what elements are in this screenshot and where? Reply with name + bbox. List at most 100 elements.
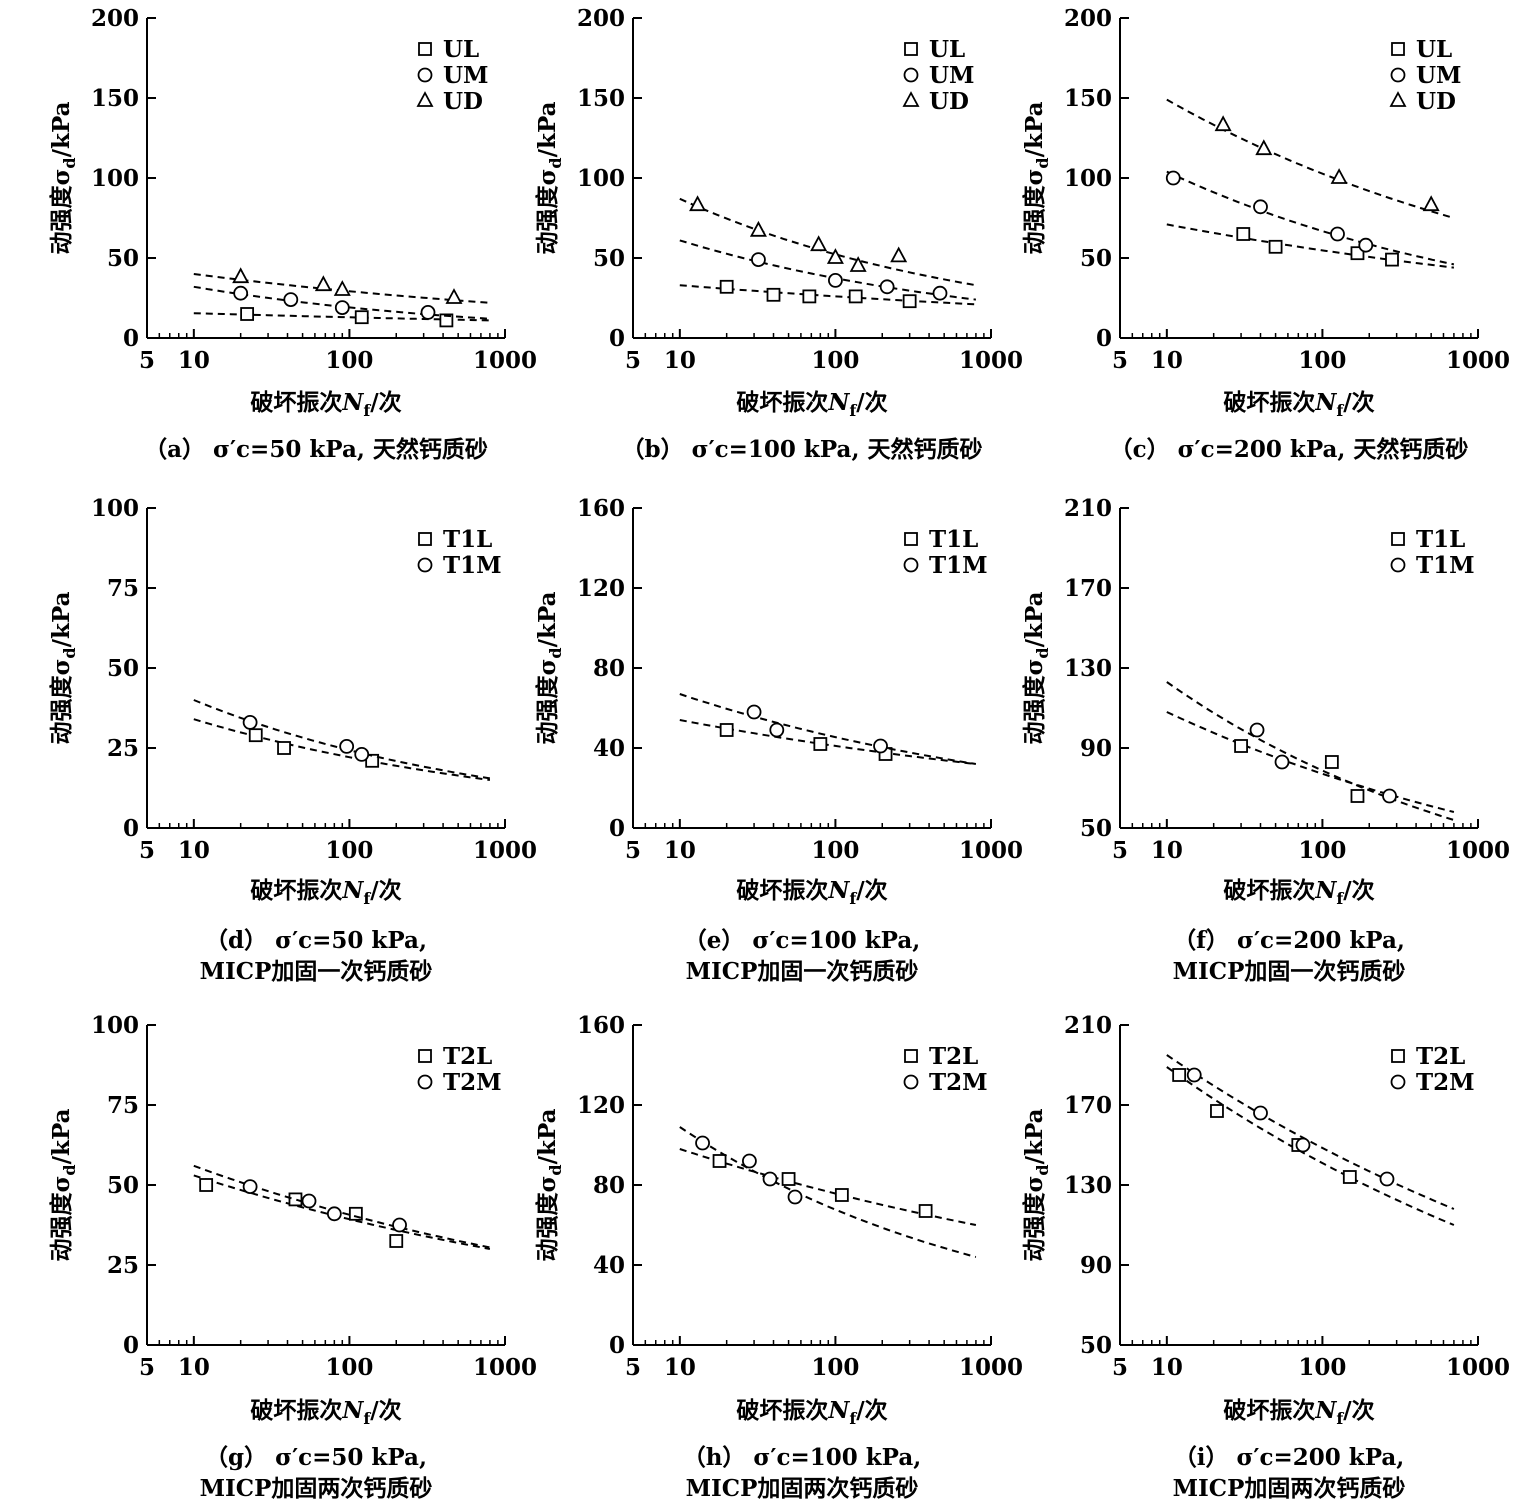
legend-label-T2M: T2M: [443, 1069, 502, 1096]
x-tick-label: 10: [664, 837, 696, 864]
x-axis-label-sub: f: [1336, 1409, 1344, 1428]
data-point-UL: [240, 307, 255, 321]
x-tick-label: 5: [1112, 1354, 1128, 1381]
x-axis-label: 破坏振次Nf/次: [250, 389, 401, 420]
data-point-T2L: [389, 1234, 404, 1248]
y-tick-label: 0: [1096, 325, 1112, 352]
fit-curve-T2M: [193, 1164, 491, 1249]
data-point-UD: [314, 275, 332, 292]
data-point-T2M: [1295, 1137, 1311, 1153]
legend-marker-UD: [1389, 91, 1407, 107]
x-axis-label-var: N: [341, 1397, 364, 1424]
legend-label-T1L: T1L: [929, 526, 978, 553]
legend-label-T1M: T1M: [929, 552, 988, 579]
x-tick-label: 100: [325, 1354, 373, 1381]
chart-panel-c: 0 50 100 150 200 5 10 100 1000 破坏振次Nf/次 动强度σd/kPa U…: [1021, 5, 1510, 463]
legend-marker-T1L: [904, 532, 918, 546]
y-axis-label-text: 动强度σ: [48, 1176, 75, 1262]
data-point-UD: [445, 288, 463, 304]
data-point-UL: [354, 310, 369, 325]
data-point-UD: [1422, 195, 1440, 212]
y-tick-label: 0: [609, 815, 625, 842]
panel-caption-e: MICP加固一次钙质砂: [686, 958, 919, 985]
legend-label-UL: UL: [929, 36, 965, 63]
panel-caption-d: MICP加固一次钙质砂: [200, 958, 433, 985]
x-axis-label: 破坏振次Nf/次: [250, 1397, 401, 1428]
fit-curve-T1L: [193, 718, 491, 781]
y-axis-label-sub: d: [60, 1164, 79, 1175]
x-tick-label: 100: [1298, 1354, 1346, 1381]
legend-marker-T2M: [903, 1074, 919, 1090]
y-axis-label: 动强度σd/kPa: [1021, 591, 1052, 744]
legend-marker-T2M: [1390, 1074, 1406, 1090]
x-tick-label: 10: [664, 347, 696, 374]
y-tick-label: 50: [1080, 1332, 1112, 1359]
data-point-UM: [828, 272, 843, 288]
series-UL: [679, 42, 976, 309]
legend-marker-T1L: [1391, 532, 1405, 546]
y-axis-label-unit: /kPa: [48, 1108, 75, 1164]
data-point-T1L: [813, 737, 828, 751]
y-axis-label-text: 动强度σ: [1021, 169, 1048, 255]
x-axis-label-text: 破坏振次: [250, 389, 342, 416]
y-tick-label: 80: [593, 1172, 625, 1199]
y-tick-label: 150: [1064, 85, 1112, 112]
data-point-T2M: [742, 1153, 757, 1169]
y-tick-label: 130: [1064, 655, 1112, 682]
x-axis-label-sub: f: [849, 401, 857, 420]
legend-label-UL: UL: [443, 36, 479, 63]
x-axis-label-text: 破坏振次: [736, 1397, 828, 1424]
fit-curve-T2L: [1166, 1066, 1455, 1226]
data-point-T1L: [1324, 755, 1339, 769]
x-axis-label-text: 破坏振次: [736, 877, 828, 904]
data-point-T1M: [339, 739, 355, 754]
series-T2L: [193, 1049, 491, 1250]
data-point-T1L: [1350, 789, 1365, 803]
x-tick-label: 1000: [473, 1354, 537, 1381]
data-point-UL: [1385, 252, 1399, 267]
data-point-UL: [1268, 239, 1283, 254]
y-tick-label: 160: [577, 495, 625, 522]
legend-marker-UL: [1391, 42, 1405, 56]
data-point-UL: [766, 287, 781, 302]
data-point-UD: [810, 235, 828, 252]
data-point-T2L: [199, 1178, 214, 1192]
series-UD: [679, 91, 977, 287]
series-T2M: [193, 1074, 491, 1249]
x-axis-label-text: 破坏振次: [1223, 877, 1315, 904]
x-axis-label-sub: f: [363, 889, 371, 908]
legend-marker-UM: [903, 67, 919, 83]
x-tick-label: 10: [1151, 1354, 1183, 1381]
data-point-T2M: [1186, 1067, 1202, 1083]
data-point-T2M: [787, 1189, 803, 1205]
x-tick-label: 10: [664, 1354, 696, 1381]
data-point-UM: [1253, 199, 1268, 215]
y-axis-label-unit: /kPa: [534, 101, 561, 157]
series-UD: [193, 91, 490, 304]
data-point-T1M: [769, 722, 785, 738]
y-tick-label: 75: [107, 575, 139, 602]
y-axis-label-text: 动强度σ: [534, 1176, 561, 1262]
x-tick-label: 1000: [959, 837, 1023, 864]
x-axis-label-sub: f: [849, 889, 857, 908]
chart-panel-h: 0 40 80 120 160 5 10 100 1000 破坏振次Nf/次 动强度σd/kPa T2…: [534, 1012, 1023, 1502]
x-axis-label-sub: f: [363, 1409, 371, 1428]
x-axis-label-unit: /次: [856, 1397, 887, 1424]
y-axis-label: 动强度σd/kPa: [1021, 101, 1052, 254]
y-tick-label: 50: [107, 245, 139, 272]
y-axis-label-unit: /kPa: [534, 1108, 561, 1164]
x-tick-label: 5: [139, 1354, 155, 1381]
x-tick-label: 5: [139, 837, 155, 864]
chart-panel-f: 50 90 130 170 210 5 10 100 1000 破坏振次Nf/次 动强度σd/kPa…: [1021, 495, 1510, 985]
x-axis-label-text: 破坏振次: [250, 877, 342, 904]
x-axis-label-unit: /次: [856, 389, 887, 416]
x-tick-label: 1000: [473, 837, 537, 864]
y-tick-label: 160: [577, 1012, 625, 1039]
x-axis-label: 破坏振次Nf/次: [736, 389, 887, 420]
y-tick-label: 90: [1080, 735, 1112, 762]
x-axis-label-unit: /次: [1343, 1397, 1374, 1424]
data-point-T1L: [248, 728, 263, 743]
legend-label-T2L: T2L: [443, 1043, 492, 1070]
x-axis-label-var: N: [341, 389, 364, 416]
legend-marker-UL: [904, 42, 918, 56]
